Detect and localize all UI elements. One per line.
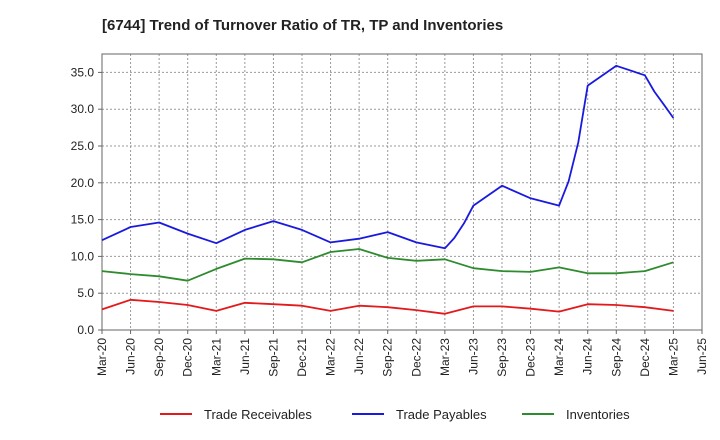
x-tick-label: Sep-23 (495, 338, 509, 377)
x-tick-label: Mar-25 (666, 338, 680, 376)
x-tick-label: Jun-23 (466, 338, 480, 375)
x-tick-label: Dec-22 (409, 338, 423, 377)
x-tick-label: Mar-22 (324, 338, 338, 376)
x-tick-label: Mar-21 (209, 338, 223, 376)
x-tick-label: Mar-24 (552, 338, 566, 376)
x-tick-label: Jun-21 (238, 338, 252, 375)
y-tick-label: 5.0 (77, 286, 94, 300)
x-tick-label: Dec-21 (295, 338, 309, 377)
y-tick-label: 15.0 (71, 213, 95, 227)
x-tick-label: Mar-20 (95, 338, 109, 376)
plot-frame (101, 53, 703, 331)
series-line-trade-receivables (101, 298, 674, 315)
x-tick-label: Jun-25 (695, 338, 709, 375)
x-tick-label: Dec-20 (181, 338, 195, 377)
x-tick-label: Sep-21 (266, 338, 280, 377)
x-tick-label: Sep-22 (381, 338, 395, 377)
grid-layer (102, 54, 702, 330)
y-tick-label: 25.0 (71, 139, 95, 153)
series-line-inventories (101, 248, 674, 282)
legend-label: Inventories (566, 407, 630, 422)
y-tick-label: 10.0 (71, 249, 95, 263)
y-tick-label: 35.0 (71, 65, 95, 79)
legend: Trade Receivables Trade Payables Inventori… (160, 407, 630, 422)
series-layer (101, 64, 675, 315)
x-tick-label: Dec-24 (638, 338, 652, 377)
x-axis-ticks: Mar-20 Jun-20 Sep-20 Dec-20 Mar-21 Jun-21 Sep-… (95, 330, 709, 377)
x-tick-label: Jun-22 (352, 338, 366, 375)
chart-title: [6744] Trend of Turnover Ratio of TR, TP… (102, 17, 503, 34)
y-tick-label: 0.0 (77, 323, 94, 337)
series-line-trade-payables (101, 64, 675, 250)
y-axis-ticks: 0.0 5.0 10.0 15.0 20.0 25.0 30.0 35.0 (71, 65, 102, 337)
legend-label: Trade Receivables (204, 407, 312, 422)
x-tick-label: Mar-23 (438, 338, 452, 376)
x-tick-label: Jun-24 (581, 338, 595, 375)
x-tick-label: Jun-20 (124, 338, 138, 375)
x-tick-label: Dec-23 (524, 338, 538, 377)
x-tick-label: Sep-24 (609, 338, 623, 377)
legend-label: Trade Payables (396, 407, 487, 422)
x-tick-label: Sep-20 (152, 338, 166, 377)
y-tick-label: 20.0 (71, 176, 95, 190)
y-tick-label: 30.0 (71, 102, 95, 116)
